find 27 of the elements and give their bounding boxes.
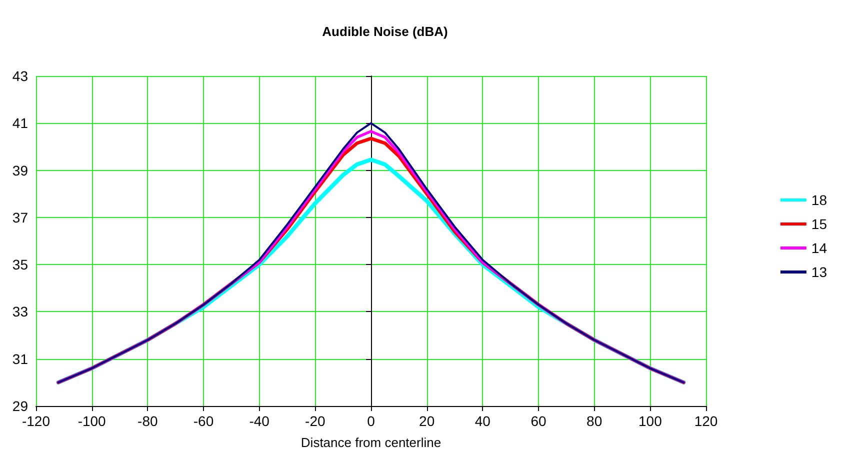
y-tick-label: 33: [12, 304, 28, 320]
y-tick-label: 37: [12, 209, 28, 226]
x-tick-label: -40: [249, 413, 270, 429]
x-tick-label: 120: [694, 413, 718, 429]
y-tick-label: 31: [12, 350, 28, 367]
x-tick-label: -100: [78, 413, 106, 429]
x-tick-label: 20: [419, 413, 435, 429]
x-tick-label: 0: [367, 413, 376, 429]
x-tick-label: -120: [22, 413, 50, 429]
x-tick-label: 100: [638, 413, 662, 429]
x-tick-label: 80: [586, 413, 602, 429]
y-tick-label: 39: [12, 162, 28, 178]
x-axis-title: Distance from centerline: [300, 435, 442, 450]
x-tick-label: 40: [474, 413, 491, 429]
chart-title: Audible Noise (dBA): [322, 24, 448, 39]
x-tick-label: -60: [193, 413, 214, 429]
y-tick-label: 29: [12, 398, 28, 414]
y-tick-label: 43: [12, 68, 28, 84]
legend-label: 13: [811, 264, 828, 280]
x-tick-label: -20: [305, 413, 326, 429]
legend-label: 18: [811, 192, 828, 208]
legend-label: 15: [811, 216, 828, 232]
x-tick-label: -80: [138, 413, 158, 429]
x-tick-label: 60: [530, 413, 546, 429]
y-tick-label: 41: [12, 115, 28, 132]
legend-label: 14: [811, 240, 828, 256]
y-tick-label: 35: [12, 256, 28, 273]
